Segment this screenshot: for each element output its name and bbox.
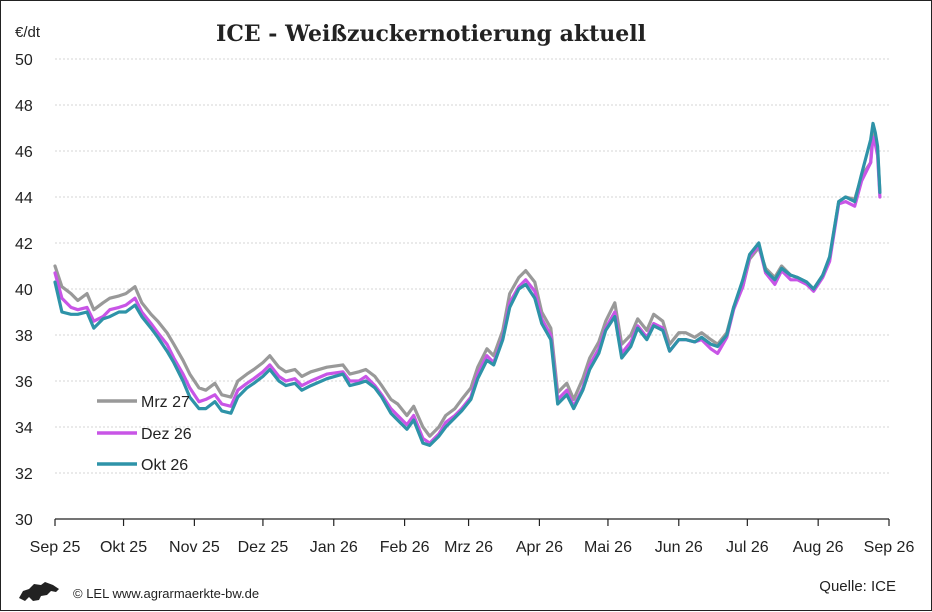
y-tick-label: 40 <box>15 282 33 299</box>
x-tick-label: Mrz 26 <box>444 539 493 556</box>
y-tick-label: 50 <box>15 52 33 69</box>
footer-logo <box>19 582 59 601</box>
x-tick-label: Jan 26 <box>310 539 358 556</box>
legend-label: Mrz 27 <box>141 394 190 411</box>
x-tick-label: Jun 26 <box>655 539 703 556</box>
y-tick-labels: 30 32 34 36 38 40 42 44 46 48 50 <box>15 52 33 529</box>
axis-layer <box>54 518 890 526</box>
series-line-okt-26 <box>53 121 882 447</box>
x-tick-label: Nov 25 <box>169 539 220 556</box>
y-tick-label: 32 <box>15 466 33 483</box>
x-tick-label: Sep 26 <box>864 539 915 556</box>
y-tick-label: 46 <box>15 144 33 161</box>
y-tick-label: 38 <box>15 328 33 345</box>
legend: Mrz 27 Dez 26 Okt 26 <box>97 394 192 474</box>
y-tick-label: 42 <box>15 236 33 253</box>
y-tick-label: 36 <box>15 374 33 391</box>
x-tick-label: Sep 25 <box>30 539 81 556</box>
x-tick-label: Apr 26 <box>516 539 563 556</box>
y-tick-label: 48 <box>15 98 33 115</box>
y-tick-label: 30 <box>15 512 33 529</box>
y-unit-label: €/dt <box>15 24 41 41</box>
legend-label: Okt 26 <box>141 457 188 474</box>
x-tick-label: Jul 26 <box>726 539 769 556</box>
x-tick-labels: Sep 25 Okt 25 Nov 25 Dez 25 Jan 26 Feb 26 Mrz … <box>30 539 915 556</box>
series-line-mrz-27 <box>53 126 882 438</box>
x-tick-label: Aug 26 <box>793 539 844 556</box>
footer-credit: © LEL www.agrarmaerkte-bw.de <box>73 586 259 601</box>
y-tick-label: 34 <box>15 420 33 437</box>
x-tick-label: Dez 25 <box>238 539 289 556</box>
x-tick-label: Mai 26 <box>584 539 632 556</box>
series-layer <box>53 121 882 447</box>
y-tick-label: 44 <box>15 190 33 207</box>
legend-label: Dez 26 <box>141 426 192 443</box>
lion-logo-icon <box>19 582 59 601</box>
x-tick-label: Okt 25 <box>100 539 147 556</box>
footer-source: Quelle: ICE <box>819 578 896 595</box>
chart-title: ICE - Weißzuckernotierung aktuell <box>216 21 646 47</box>
x-tick-label: Feb 26 <box>380 539 430 556</box>
